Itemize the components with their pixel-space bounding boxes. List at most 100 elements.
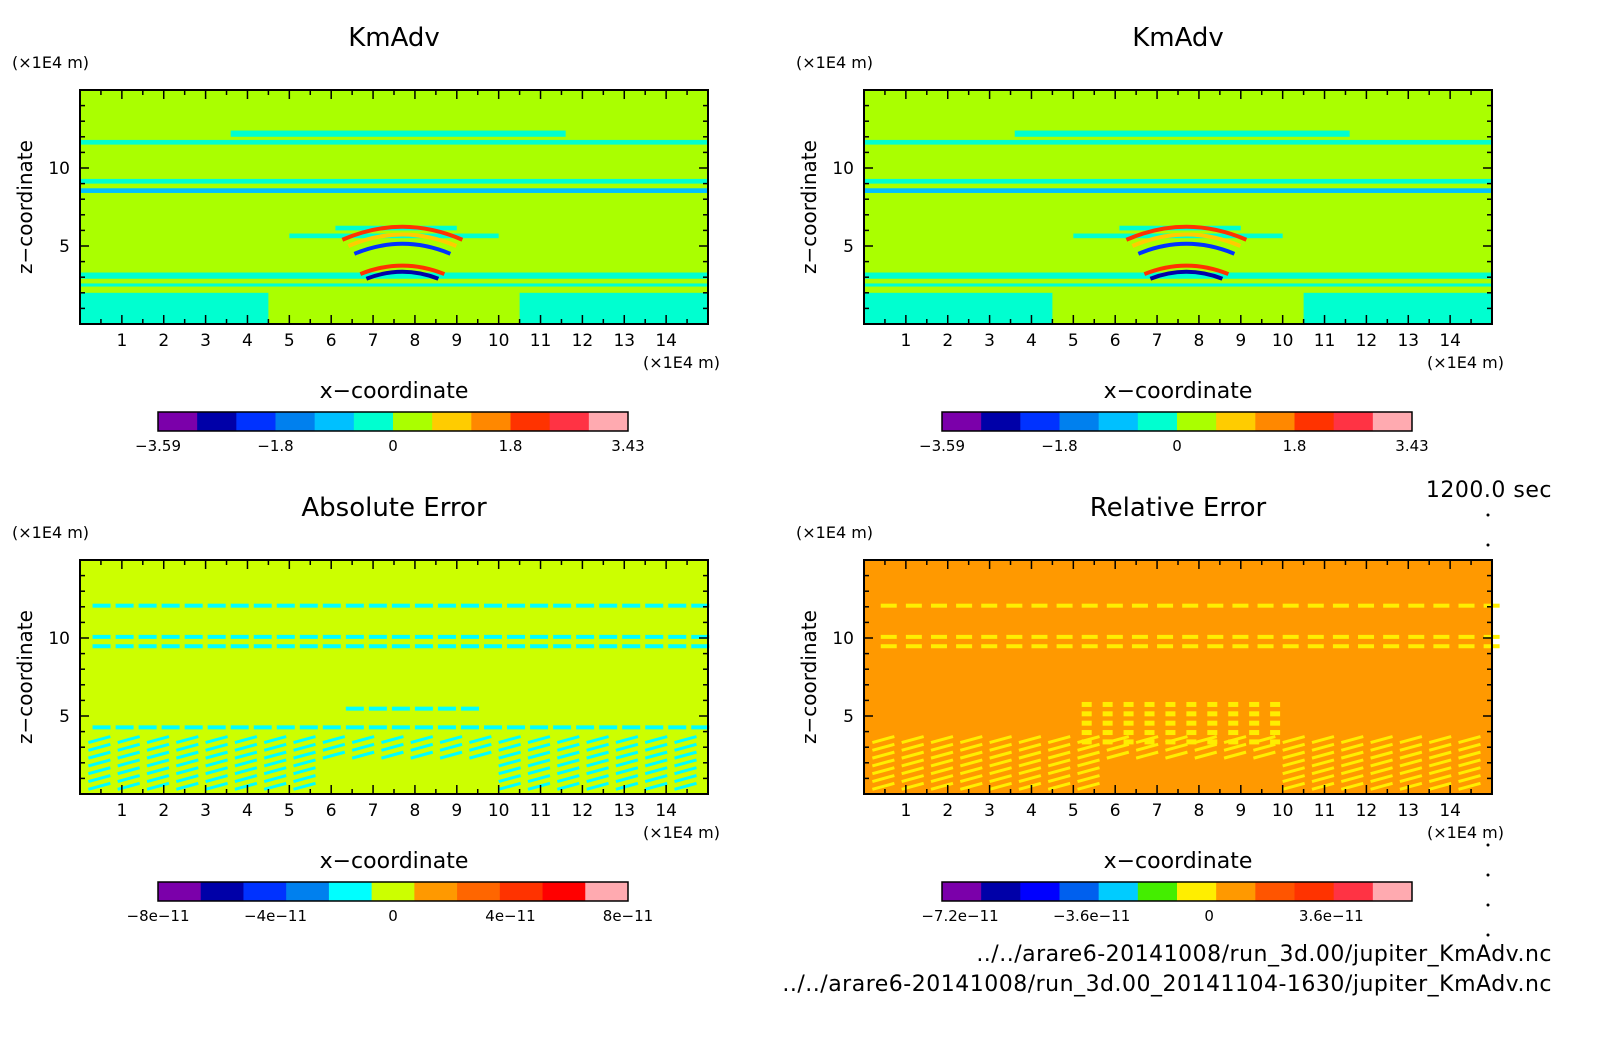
field-streak: [234, 742, 258, 752]
field-streak: [901, 766, 925, 776]
field-streak: [293, 742, 316, 752]
field-blob: [1186, 720, 1197, 726]
field-blob: [1123, 711, 1134, 717]
field-streak: [1399, 758, 1423, 768]
field-blob: [391, 603, 410, 608]
field-streak: [410, 735, 434, 744]
field-streak: [1458, 774, 1481, 783]
field-blob: [1408, 603, 1425, 608]
field-streak: [498, 781, 522, 791]
margin-dot: [1486, 843, 1490, 847]
field-streak: [1077, 735, 1100, 744]
field-blob: [1031, 644, 1048, 649]
field-blob: [1123, 739, 1134, 745]
field-streak: [674, 758, 697, 768]
field-blob: [115, 603, 134, 608]
field-streak: [1077, 781, 1100, 791]
field-streak: [1311, 781, 1335, 791]
y-unit-label: (×1E4 m): [12, 523, 89, 542]
field-blob: [207, 725, 226, 730]
field-blob: [1307, 644, 1324, 649]
field-blob: [1056, 634, 1073, 639]
x-tick-label: 8: [1194, 801, 1205, 821]
chart-panel-3: Absolute Error(×1E4 m)1 2 3 4 5 6 7 8 9 10 11 12 13 1…: [12, 493, 720, 925]
field-blob: [138, 644, 157, 649]
field-contour: [1125, 224, 1248, 242]
x-tick-label: 14: [1439, 331, 1461, 351]
field-contour: [1131, 232, 1242, 248]
field-blob: [92, 603, 111, 608]
colorbar-swatch: [328, 882, 373, 901]
field-blob: [1144, 711, 1155, 717]
field-blob: [1270, 711, 1281, 717]
field-blob: [184, 644, 203, 649]
field-streak: [205, 735, 228, 744]
field-blob: [484, 603, 503, 608]
field-streak: [1077, 742, 1100, 752]
x-axis-label: x−coordinate: [320, 379, 469, 404]
field-blob: [115, 634, 134, 639]
field-streak: [1399, 735, 1423, 744]
colorbar-swatch: [588, 412, 629, 431]
colorbar-swatch: [1372, 882, 1413, 901]
field-blob: [1358, 603, 1375, 608]
field-blob: [1228, 720, 1239, 726]
field-streak: [87, 758, 111, 768]
field-blob: [1081, 720, 1092, 726]
field-streak: [1428, 750, 1452, 760]
field-band: [864, 272, 1492, 279]
field-streak: [1223, 750, 1247, 760]
field-streak: [293, 735, 316, 744]
field-blob: [253, 725, 272, 730]
margin-dot: [1486, 543, 1490, 547]
field-streak: [1399, 766, 1423, 776]
colorbar-tick-label: 1.8: [1283, 437, 1307, 455]
field-streak: [1311, 758, 1335, 768]
field-streak: [527, 742, 551, 752]
field-blob: [368, 603, 387, 608]
field-blob: [1207, 634, 1224, 639]
field-streak: [1194, 750, 1218, 760]
x-tick-label: 5: [284, 331, 295, 351]
field-blob: [1081, 730, 1092, 736]
colorbar-swatch: [1333, 412, 1374, 431]
field-blob: [1123, 720, 1134, 726]
field-streak: [117, 735, 141, 744]
field-streak: [1018, 781, 1042, 791]
field-streak: [1282, 766, 1306, 776]
field-blob: [981, 644, 998, 649]
field-streak: [263, 766, 287, 776]
field-streak: [175, 735, 199, 744]
field-blob: [576, 725, 595, 730]
field-band: [1303, 292, 1492, 324]
field-blob: [576, 634, 595, 639]
field-contour: [353, 241, 452, 256]
field-blob: [668, 725, 687, 730]
field-blob: [1056, 644, 1073, 649]
field-streak: [263, 781, 287, 791]
field-streak: [1428, 735, 1452, 744]
field-streak: [615, 735, 639, 744]
field-streak: [205, 781, 228, 791]
field-blob: [1165, 720, 1176, 726]
field-blob: [1307, 634, 1324, 639]
field-blob: [1332, 634, 1349, 639]
x-tick-label: 13: [613, 801, 635, 821]
field-band: [80, 292, 269, 324]
field-blob: [599, 634, 618, 639]
field-streak: [117, 758, 141, 768]
field-streak: [1047, 781, 1071, 791]
y-axis-label: z−coordinate: [797, 610, 821, 744]
colorbar-tick-label: 0: [388, 437, 398, 455]
field-streak: [234, 766, 258, 776]
field-blob: [1249, 720, 1260, 726]
field-blob: [1232, 644, 1249, 649]
chart-title: Relative Error: [1090, 493, 1267, 523]
field-streak: [1018, 750, 1042, 760]
x-tick-label: 3: [984, 801, 995, 821]
field-streak: [644, 766, 668, 776]
field-blob: [1165, 711, 1176, 717]
field-streak: [1165, 735, 1188, 744]
field-streak: [930, 735, 954, 744]
field-streak: [901, 758, 925, 768]
